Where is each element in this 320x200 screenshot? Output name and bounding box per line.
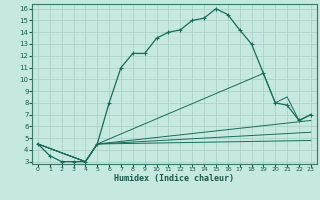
X-axis label: Humidex (Indice chaleur): Humidex (Indice chaleur) [115, 174, 234, 183]
